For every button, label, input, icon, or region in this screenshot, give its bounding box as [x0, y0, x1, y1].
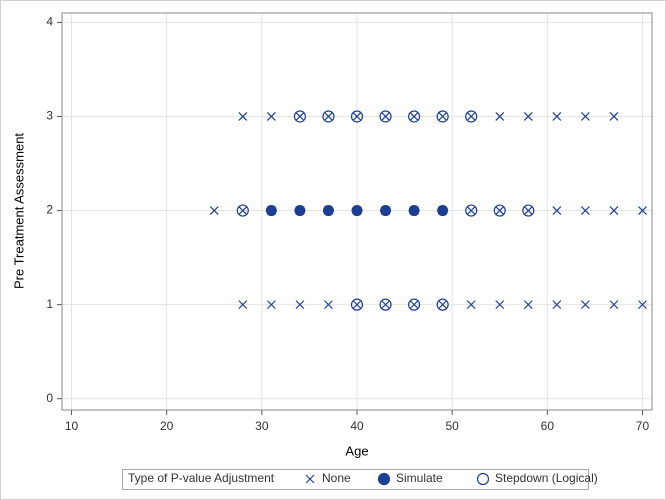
marker-x [409, 300, 419, 310]
marker-filled [294, 205, 306, 217]
y-tick-label: 2 [46, 203, 53, 217]
marker-open [350, 298, 364, 311]
marker-x [552, 300, 562, 310]
marker-filled [380, 205, 392, 217]
x-tick-label: 40 [350, 419, 364, 433]
marker-filled [322, 205, 334, 217]
marker-open [293, 110, 307, 123]
legend-marker [476, 472, 490, 486]
marker-open [322, 110, 335, 123]
x-axis-label: Age [345, 443, 368, 458]
marker-x [352, 112, 362, 121]
marker-x [266, 300, 276, 310]
marker-open [407, 298, 421, 311]
marker-open [465, 110, 478, 123]
legend-title: Type of P-value Adjustment [128, 471, 275, 485]
marker-x [438, 112, 448, 121]
marker-x [609, 112, 619, 121]
marker-x [495, 112, 505, 121]
marker-x [495, 206, 505, 215]
marker-filled [408, 205, 420, 217]
legend-box [122, 469, 589, 490]
marker-x [266, 112, 276, 121]
marker-open [379, 298, 392, 311]
legend-marker [377, 472, 391, 486]
marker-open [493, 204, 506, 217]
marker-x [466, 300, 476, 310]
plot-border [61, 12, 653, 411]
marker-open [407, 110, 421, 123]
marker-x [552, 112, 562, 121]
marker-x [352, 300, 362, 310]
marker-x [209, 206, 219, 215]
marker-x [238, 112, 248, 121]
marker-filled [265, 205, 277, 217]
marker-x [580, 112, 590, 121]
marker-x [523, 300, 533, 310]
marker-x [552, 206, 562, 215]
y-tick-label: 1 [46, 297, 53, 311]
x-tick-label: 10 [65, 419, 79, 433]
marker-open [522, 204, 535, 217]
marker-x [609, 300, 619, 310]
marker-open [436, 298, 449, 311]
marker-x [324, 112, 333, 121]
marker-x [638, 206, 647, 215]
marker-open [350, 110, 364, 123]
marker-x [638, 300, 647, 310]
y-tick-label: 4 [46, 15, 53, 29]
marker-x [466, 206, 476, 215]
legend-label: None [322, 471, 351, 485]
marker-filled [351, 205, 363, 217]
marker-filled [437, 205, 449, 217]
legend-label: Simulate [396, 471, 443, 485]
legend-label: Stepdown (Logical) [495, 471, 598, 485]
marker-x [381, 300, 390, 310]
x-tick-label: 20 [160, 419, 174, 433]
marker-x [381, 112, 390, 121]
marker-x [438, 300, 448, 310]
marker-x [523, 206, 533, 215]
x-tick-label: 30 [255, 419, 269, 433]
marker-open [379, 110, 392, 123]
marker-x [295, 300, 305, 310]
marker-x [409, 112, 419, 121]
x-tick-label: 70 [636, 419, 650, 433]
marker-x [523, 112, 533, 121]
legend-marker [305, 474, 315, 484]
y-axis-label: Pre Treatment Assessment [11, 133, 26, 289]
x-tick-label: 50 [445, 419, 459, 433]
marker-open [465, 204, 478, 217]
marker-open [236, 204, 249, 217]
marker-x [466, 112, 476, 121]
marker-x [295, 112, 305, 121]
x-tick-label: 60 [541, 419, 555, 433]
y-tick-label: 3 [46, 109, 53, 123]
marker-x [324, 300, 333, 310]
marker-x [580, 300, 590, 310]
marker-x [238, 206, 248, 215]
y-tick-label: 0 [46, 391, 53, 405]
marker-x [609, 206, 619, 215]
marker-x [495, 300, 505, 310]
marker-x [238, 300, 248, 310]
marker-open [436, 110, 449, 123]
marker-x [580, 206, 590, 215]
